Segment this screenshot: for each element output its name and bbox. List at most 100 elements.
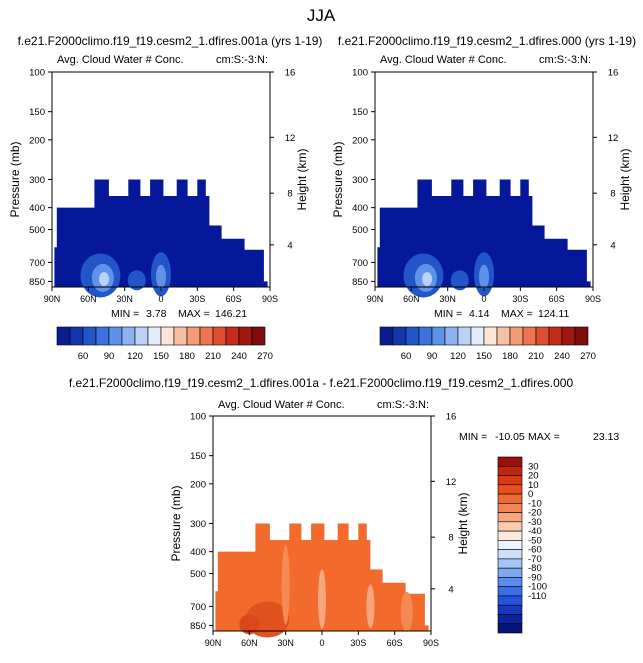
colorbar-label: -40 bbox=[528, 526, 542, 537]
colorbar-box bbox=[121, 326, 136, 346]
colorbar-label: -20 bbox=[528, 508, 542, 519]
contour-feature bbox=[479, 264, 489, 289]
min-value: 4.14 bbox=[469, 308, 490, 320]
colorbar-label: 120 bbox=[450, 351, 466, 362]
contour-feature bbox=[239, 614, 260, 635]
height-tick-label: 16 bbox=[608, 68, 619, 79]
latitude-tick-label: 0 bbox=[158, 294, 163, 304]
y-axis-label: Pressure (mb) bbox=[331, 141, 345, 217]
units-label: cm:S:-3:N: bbox=[539, 54, 591, 66]
units-label: cm:S:-3:N: bbox=[377, 399, 429, 411]
pressure-tick-label: 100 bbox=[29, 68, 45, 79]
variable-label: Avg. Cloud Water # Conc. bbox=[218, 399, 345, 411]
colorbar-box bbox=[173, 326, 188, 346]
colorbar-box bbox=[497, 530, 523, 541]
contour-feature bbox=[281, 544, 290, 625]
contour-feature bbox=[318, 569, 326, 630]
contour-feature bbox=[400, 591, 413, 632]
pressure-tick-label: 200 bbox=[352, 135, 368, 146]
colorbar-box bbox=[238, 326, 253, 346]
colorbar-box bbox=[535, 326, 550, 346]
colorbar-box bbox=[212, 326, 227, 346]
pressure-tick-label: 100 bbox=[190, 412, 206, 423]
latitude-tick-label: 60S bbox=[549, 294, 565, 304]
pressure-tick-label: 400 bbox=[29, 203, 45, 214]
colorbar-box bbox=[405, 326, 420, 346]
pressure-tick-label: 500 bbox=[352, 225, 368, 236]
colorbar-box bbox=[95, 326, 110, 346]
colorbar-box bbox=[251, 326, 266, 346]
latitude-tick-label: 90S bbox=[423, 638, 439, 648]
pressure-tick-label: 850 bbox=[190, 621, 206, 632]
height-tick-label: 4 bbox=[287, 240, 292, 251]
latitude-tick-label: 90N bbox=[367, 294, 384, 304]
colorbar-label: 210 bbox=[205, 351, 221, 362]
colorbar-box bbox=[69, 326, 84, 346]
colorbar-label: 180 bbox=[179, 351, 195, 362]
latitude-tick-label: 30N bbox=[116, 294, 133, 304]
colorbar-label: 270 bbox=[580, 351, 596, 362]
colorbar-box bbox=[431, 326, 446, 346]
min-value: -10.05 bbox=[495, 431, 525, 443]
colorbar-box bbox=[392, 326, 407, 346]
plots-layer: f.e21.F2000climo.f19_f19.cesm2_1.dfires.… bbox=[8, 34, 636, 648]
colorbar-box bbox=[497, 484, 523, 495]
pressure-tick-label: 400 bbox=[352, 203, 368, 214]
colorbar-label: 20 bbox=[528, 471, 539, 482]
max-label: MAX = bbox=[528, 431, 560, 443]
min-label: MIN = bbox=[111, 308, 139, 320]
latitude-tick-label: 90N bbox=[44, 294, 61, 304]
contour-feature bbox=[156, 264, 166, 289]
colorbar-box bbox=[497, 540, 523, 550]
pressure-tick-label: 300 bbox=[29, 175, 45, 186]
colorbar-label: 60 bbox=[78, 351, 89, 362]
pressure-tick-label: 700 bbox=[29, 258, 45, 269]
min-label: MIN = bbox=[434, 308, 462, 320]
height-tick-label: 8 bbox=[610, 189, 615, 200]
latitude-tick-label: 60S bbox=[226, 294, 242, 304]
height-tick-label: 8 bbox=[287, 189, 292, 200]
height-tick-label: 16 bbox=[446, 412, 457, 423]
colorbar-box bbox=[497, 623, 523, 634]
colorbar-label: 0 bbox=[528, 489, 533, 500]
colorbar-box bbox=[418, 326, 433, 346]
y-axis-label: Pressure (mb) bbox=[169, 485, 183, 561]
colorbar-box bbox=[497, 549, 523, 560]
panel-title: f.e21.F2000climo.f19_f19.cesm2_1.dfires.… bbox=[69, 376, 574, 390]
colorbar-box bbox=[497, 493, 523, 504]
max-value: 23.13 bbox=[593, 431, 619, 443]
colorbar-box bbox=[186, 326, 201, 346]
latitude-tick-label: 30N bbox=[277, 638, 294, 648]
latitude-tick-label: 0 bbox=[481, 294, 486, 304]
height-tick-label: 12 bbox=[285, 133, 296, 144]
colorbar-box bbox=[497, 558, 523, 569]
colorbar-box bbox=[457, 326, 472, 346]
y-axis-label-right: Height (km) bbox=[618, 148, 632, 210]
variable-label: Avg. Cloud Water # Conc. bbox=[57, 54, 184, 66]
colorbar-label: 120 bbox=[127, 351, 143, 362]
colorbar-label: 150 bbox=[476, 351, 492, 362]
colorbar-box bbox=[160, 326, 175, 346]
colorbar-label: 10 bbox=[528, 480, 539, 491]
colorbar-box bbox=[497, 595, 523, 606]
colorbar-box bbox=[509, 326, 524, 346]
colorbar-box bbox=[379, 326, 394, 346]
colorbar-box bbox=[56, 326, 71, 346]
colorbar-box bbox=[561, 326, 576, 346]
colorbar-box bbox=[497, 567, 523, 578]
pressure-tick-label: 700 bbox=[352, 258, 368, 269]
latitude-tick-label: 0 bbox=[319, 638, 324, 648]
max-value: 124.11 bbox=[538, 308, 569, 320]
y-axis-label: Pressure (mb) bbox=[8, 141, 22, 217]
panel-2: f.e21.F2000climo.f19_f19.cesm2_1.dfires.… bbox=[331, 34, 636, 362]
y-axis-label-right: Height (km) bbox=[456, 492, 470, 554]
pressure-tick-label: 500 bbox=[190, 569, 206, 580]
colorbar-box bbox=[147, 326, 162, 346]
contour-feature bbox=[127, 270, 146, 291]
pressure-tick-label: 850 bbox=[352, 277, 368, 288]
colorbar-box bbox=[522, 326, 537, 346]
latitude-tick-label: 90N bbox=[205, 638, 222, 648]
colorbar-box bbox=[225, 326, 240, 346]
height-tick-label: 12 bbox=[608, 133, 619, 144]
